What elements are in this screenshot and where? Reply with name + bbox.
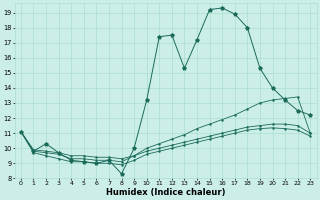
- X-axis label: Humidex (Indice chaleur): Humidex (Indice chaleur): [106, 188, 225, 197]
